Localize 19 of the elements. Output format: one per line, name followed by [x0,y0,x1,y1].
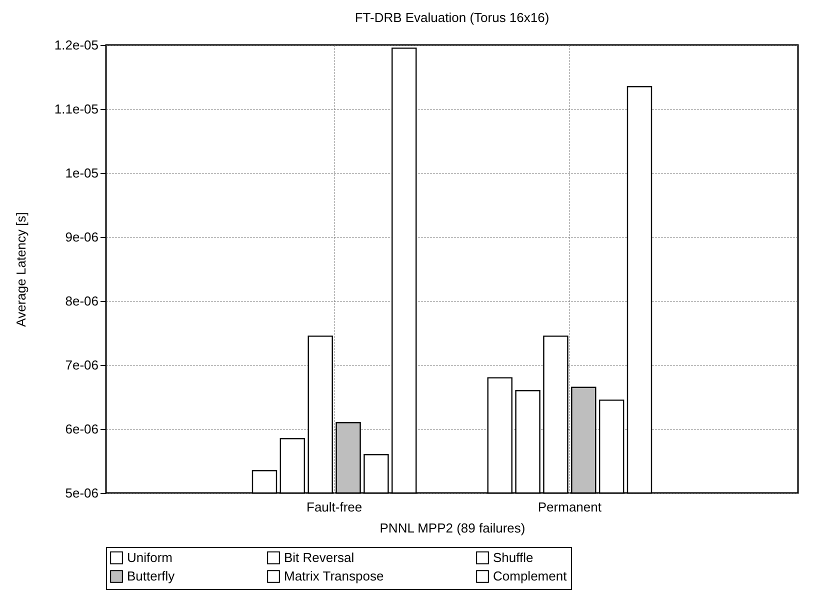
y-tick-label: 9e-06 [65,230,98,244]
legend-label: Bit Reversal [284,550,354,565]
legend-label: Uniform [127,550,173,565]
x-tick-label: Permanent [538,500,602,514]
y-tick-label: 5e-06 [65,486,98,500]
legend-label: Butterfly [127,568,176,584]
legend-label: Shuffle [493,550,534,565]
y-tick-label: 1.2e-05 [54,38,98,52]
legend-label: Matrix Transpose [284,568,384,584]
x-axis-title: PNNL MPP2 (89 failures) [380,520,526,536]
legend-label: Complement [493,568,568,584]
chart-title: FT-DRB Evaluation (Torus 16x16) [354,10,550,25]
y-tick-label: 7e-06 [65,358,98,372]
y-tick-label: 1.1e-05 [54,102,98,116]
y-tick-label: 8e-06 [65,294,98,308]
y-tick-label: 1e-05 [65,166,98,180]
y-tick-label: 6e-06 [65,422,98,436]
x-tick-label: Fault-free [306,500,362,514]
y-axis-title: Average Latency [s] [13,212,28,327]
